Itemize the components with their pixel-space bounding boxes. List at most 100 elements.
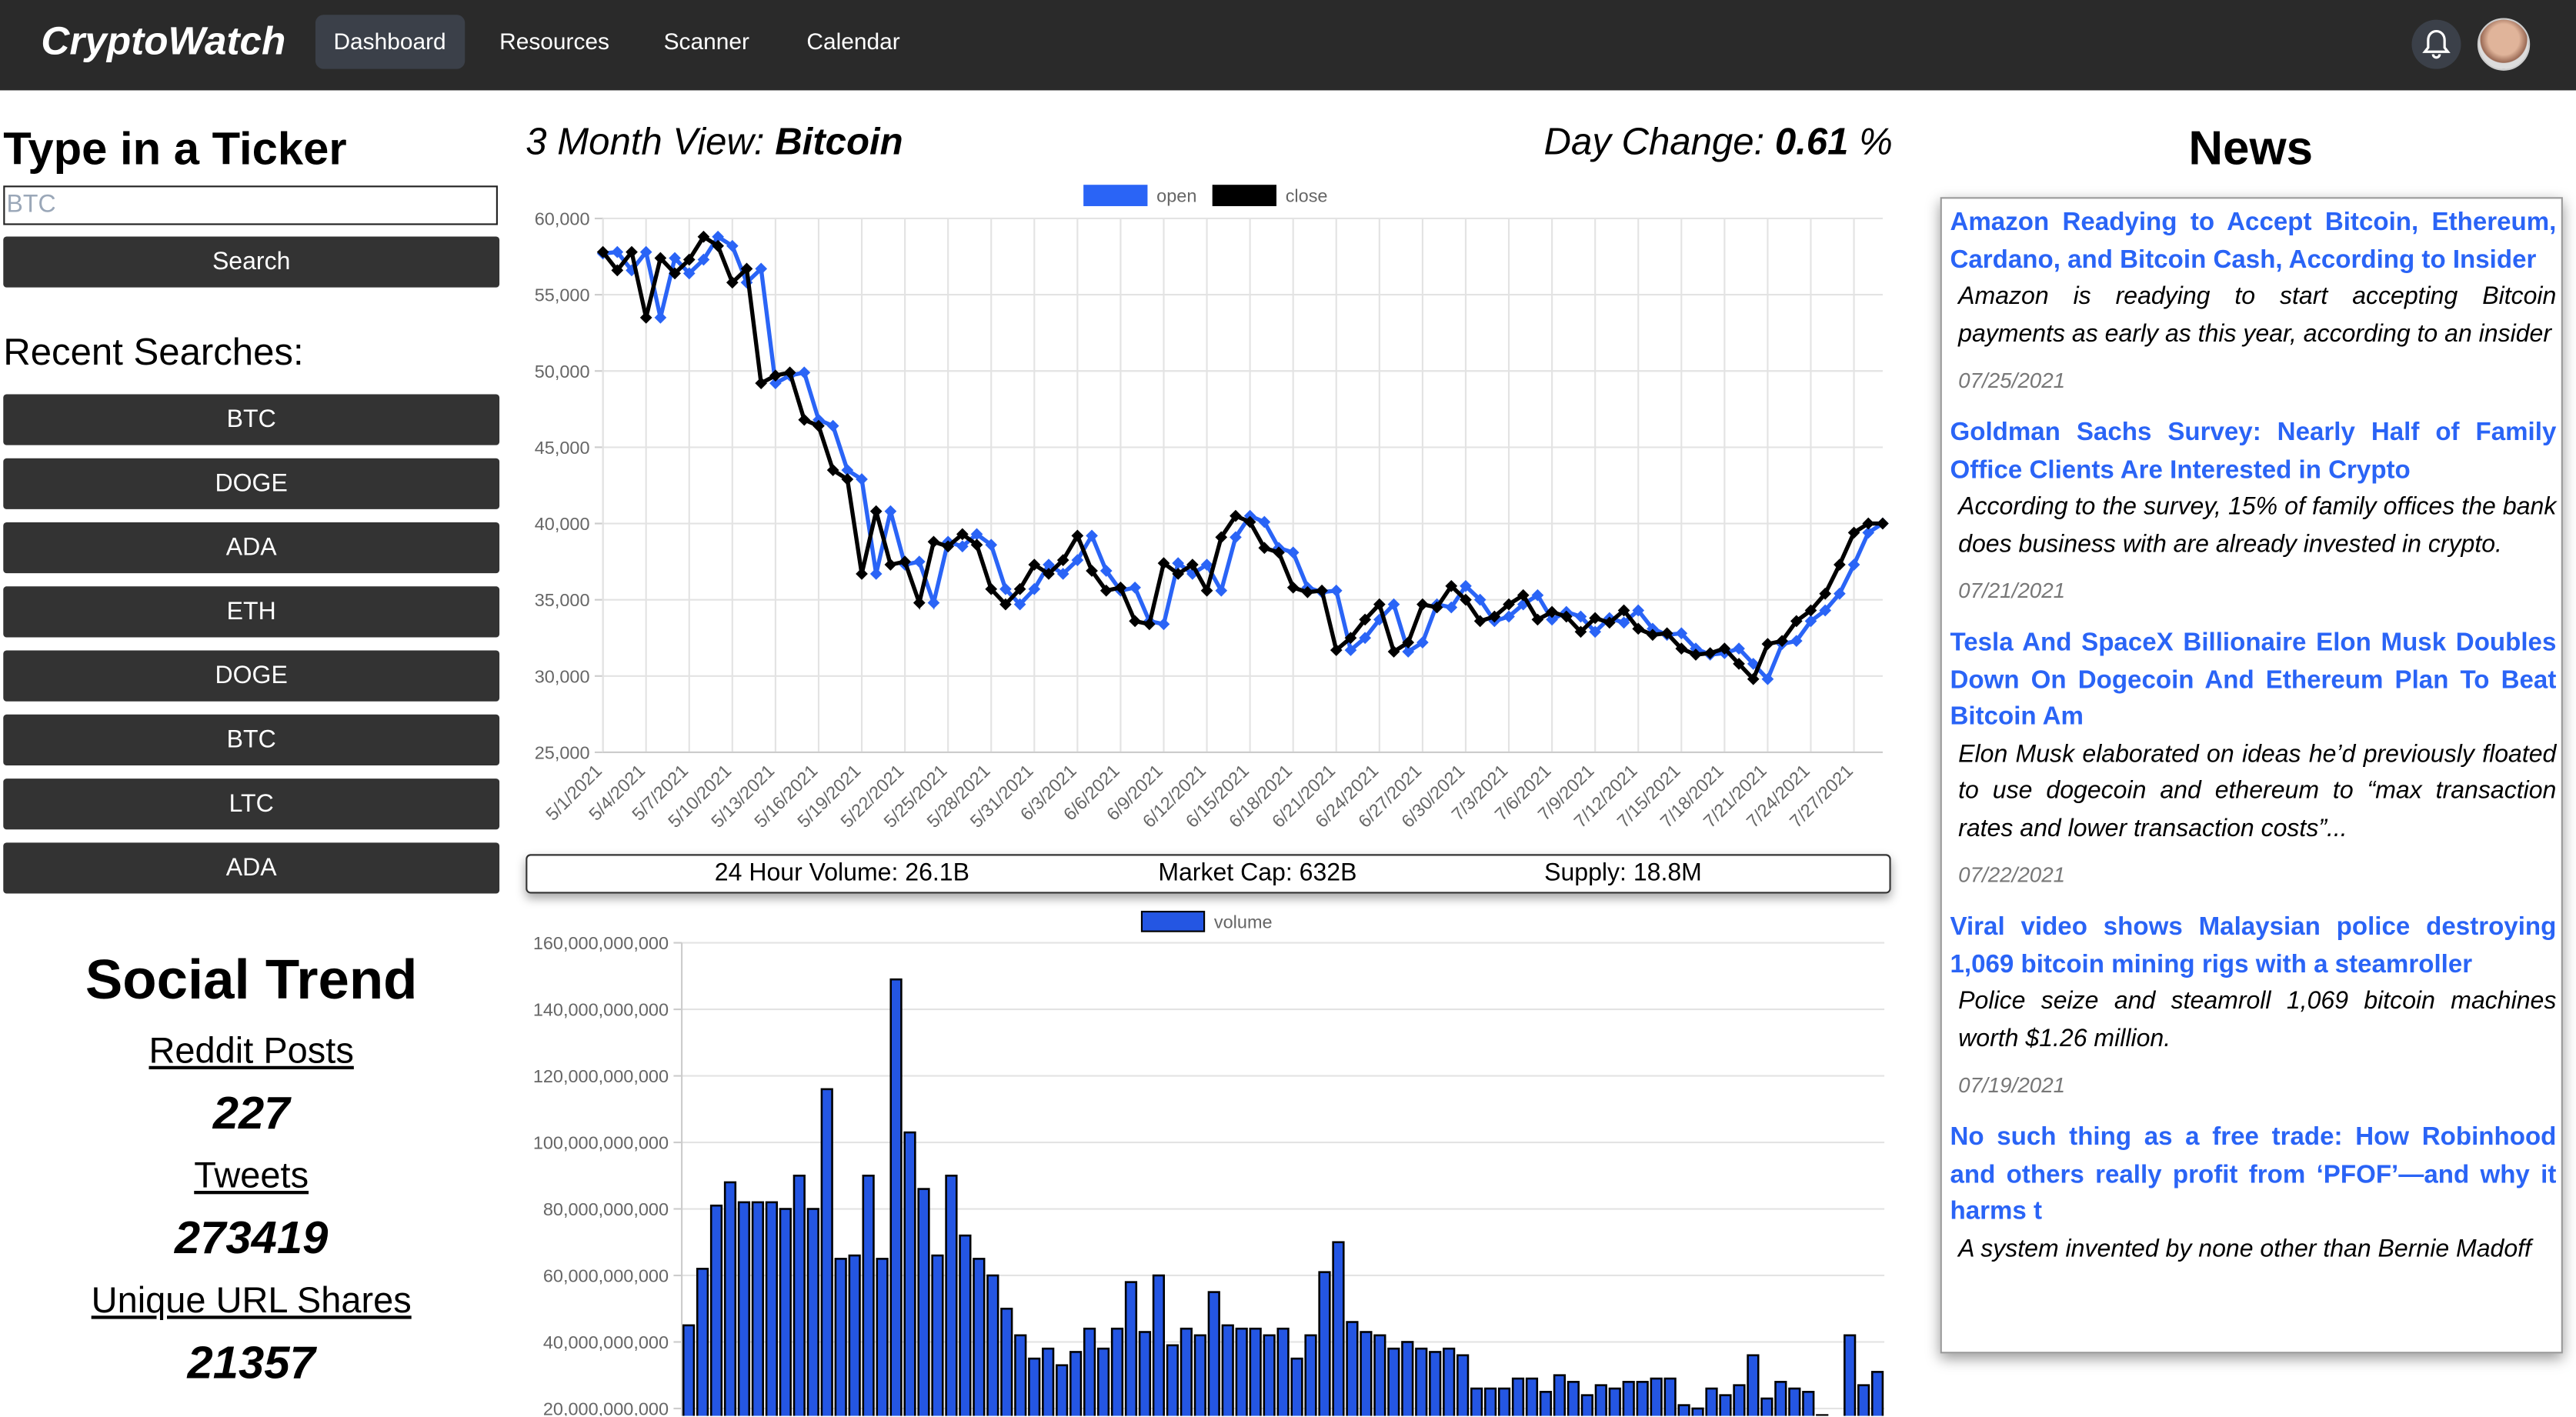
- bar: [973, 1258, 986, 1416]
- bar: [848, 1254, 861, 1416]
- bar: [1622, 1381, 1635, 1416]
- bar: [1235, 1327, 1248, 1416]
- bar: [1733, 1384, 1746, 1416]
- point: [1531, 588, 1544, 602]
- y-tick-label: 30,000: [535, 666, 590, 686]
- news-date: 07/25/2021: [1958, 368, 2066, 393]
- recent-button[interactable]: BTC: [3, 714, 500, 766]
- point: [956, 528, 969, 541]
- bar: [862, 1174, 875, 1416]
- point: [798, 366, 811, 379]
- news-heading: News: [2188, 123, 2314, 176]
- bar: [1483, 1387, 1497, 1416]
- bar: [1870, 1371, 1884, 1416]
- brand[interactable]: CryptoWatch: [41, 19, 286, 65]
- recent-button[interactable]: LTC: [3, 779, 500, 830]
- bar: [1747, 1354, 1760, 1416]
- bell-icon: [2422, 29, 2451, 59]
- legend-swatch: [1212, 185, 1276, 206]
- bar: [1844, 1334, 1857, 1416]
- bar: [1788, 1387, 1801, 1416]
- news-title[interactable]: No such thing as a free trade: How Robin…: [1950, 1123, 2557, 1225]
- bar: [1470, 1387, 1483, 1416]
- news-title[interactable]: Goldman Sachs Survey: Nearly Half of Fam…: [1950, 418, 2557, 484]
- bar: [1429, 1351, 1442, 1416]
- point: [1804, 615, 1817, 628]
- news-item: Tesla And SpaceX Billionaire Elon Musk D…: [1942, 619, 2561, 903]
- point: [884, 558, 897, 571]
- y-tick-label: 60,000,000,000: [543, 1266, 669, 1286]
- bar: [1056, 1364, 1069, 1416]
- bar: [1705, 1387, 1718, 1416]
- point: [1013, 582, 1026, 595]
- bar: [1332, 1241, 1345, 1416]
- bar: [1816, 1414, 1829, 1416]
- recent-button[interactable]: ETH: [3, 586, 500, 638]
- avatar[interactable]: [2477, 18, 2531, 71]
- point: [1129, 581, 1141, 594]
- bar: [1650, 1377, 1663, 1416]
- recent-button[interactable]: DOGE: [3, 650, 500, 702]
- point: [869, 568, 883, 580]
- point: [654, 312, 667, 324]
- news-title[interactable]: Viral video shows Malaysian police destr…: [1950, 913, 2557, 979]
- social-value: 227: [212, 1087, 290, 1139]
- bar: [1608, 1387, 1621, 1416]
- search-button[interactable]: Search: [3, 236, 500, 288]
- bar: [1249, 1327, 1262, 1416]
- y-tick-label: 100,000,000,000: [533, 1133, 669, 1153]
- news-title[interactable]: Amazon Readying to Accept Bitcoin, Ether…: [1950, 208, 2557, 274]
- point: [1013, 598, 1026, 611]
- point: [1488, 610, 1501, 623]
- change-unit: %: [1859, 119, 1893, 163]
- point: [1071, 554, 1084, 566]
- social-value: 21357: [187, 1337, 315, 1389]
- bar: [723, 1181, 737, 1416]
- point: [1129, 615, 1141, 628]
- recent-button[interactable]: BTC: [3, 394, 500, 445]
- nav-link[interactable]: Resources: [499, 28, 609, 55]
- nav-link[interactable]: Calendar: [806, 28, 900, 55]
- bar: [751, 1201, 765, 1416]
- bar: [792, 1174, 806, 1416]
- ticker-input[interactable]: BTC: [3, 185, 498, 225]
- legend-swatch: [1140, 910, 1206, 932]
- nav-link[interactable]: Dashboard: [315, 15, 465, 69]
- recent-button[interactable]: ADA: [3, 522, 500, 574]
- point: [697, 253, 710, 266]
- volume-chart: 20,000,000,000 40,000,000,000 60,000,000,0…: [533, 910, 1885, 1416]
- point: [1747, 672, 1760, 685]
- series-line: [602, 234, 1884, 683]
- point: [1286, 546, 1300, 559]
- notification-bell[interactable]: [2411, 19, 2461, 69]
- point: [1330, 584, 1343, 597]
- bar: [1207, 1291, 1220, 1416]
- point: [927, 535, 940, 548]
- nav-link[interactable]: Scanner: [663, 28, 749, 55]
- bar: [820, 1088, 833, 1416]
- news-item: Amazon Readying to Accept Bitcoin, Ether…: [1942, 198, 2561, 408]
- social-heading: Social Trend: [85, 949, 418, 1012]
- point: [1430, 601, 1443, 614]
- view-title: 3 Month View: Bitcoin: [526, 120, 903, 165]
- bar: [903, 1131, 916, 1416]
- bar: [1276, 1327, 1290, 1416]
- recent-button[interactable]: ADA: [3, 842, 500, 894]
- news-description: Police seize and steamroll 1,069 bitcoin…: [1958, 987, 2557, 1052]
- recent-button[interactable]: DOGE: [3, 458, 500, 509]
- y-tick-label: 40,000,000,000: [543, 1332, 669, 1352]
- stat: Market Cap: 632B: [1158, 859, 1357, 888]
- news-description: A system invented by none other than Ber…: [1958, 1234, 2531, 1262]
- point: [1690, 648, 1702, 661]
- bar: [1774, 1381, 1787, 1416]
- point: [869, 505, 883, 518]
- y-tick-label: 120,000,000,000: [533, 1066, 669, 1086]
- bar: [1511, 1377, 1525, 1416]
- bar: [1567, 1381, 1580, 1416]
- bar: [696, 1268, 709, 1416]
- news-description: Elon Musk elaborated on ideas he’d previ…: [1958, 739, 2557, 842]
- point: [970, 528, 983, 541]
- news-title[interactable]: Tesla And SpaceX Billionaire Elon Musk D…: [1950, 628, 2557, 732]
- bar: [1028, 1357, 1041, 1416]
